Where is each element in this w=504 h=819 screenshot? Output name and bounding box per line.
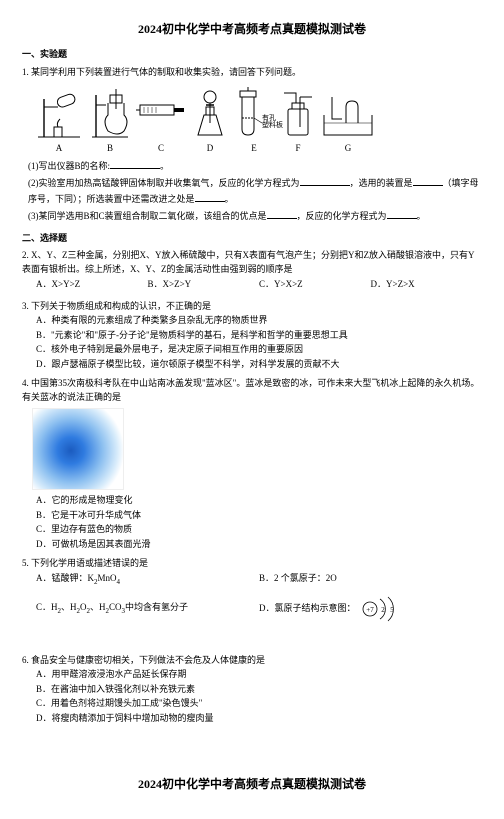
question-3: 3. 下列关于物质组成和构成的认识，不正确的是 A．种类有限的元素组成了种类繁多… — [22, 300, 482, 372]
q5-c-7: 、H — [90, 602, 106, 612]
q4-opt-c: C．里边存有蓝色的物质 — [36, 523, 482, 537]
question-5: 5. 下列化学用语或描述错误的是 A．锰酸钾：K2MnO4 B．2 个氯原子：2… — [22, 557, 482, 624]
q5-opt-b: B．2 个氯原子：2O — [259, 572, 482, 586]
q5-c-9: CO — [109, 602, 122, 612]
section-2-title: 二、选择题 — [22, 232, 482, 246]
apparatus-e-annot: 有孔 塑料板 — [262, 115, 283, 129]
question-6: 6. 食品安全与健康密切相关，下列做法不会危及人体健康的是 A．用甲醛溶液浸泡水… — [22, 654, 482, 726]
q1-sub2-d: 。 — [225, 194, 234, 204]
atom-structure-icon: +7 2 5 — [360, 595, 400, 623]
apparatus-a: A — [32, 85, 86, 156]
q5-opt-d: D．氯原子结构示意图： +7 2 5 — [259, 595, 482, 623]
blank — [413, 175, 443, 186]
apparatus-c: C — [134, 85, 188, 156]
question-4: 4. 中国第35次南极科考队在中山站南冰盖发现"蓝冰区"。蓝冰是致密的冰，可作未… — [22, 377, 482, 551]
apparatus-d-label: D — [207, 142, 214, 156]
q1-sub2-b: ，选用的装置是 — [350, 178, 413, 188]
q6-opt-d: D．将瘦肉精添加于饲料中增加动物的瘦肉量 — [36, 712, 482, 726]
q1-sub3: (3)某同学选用B和C装置组合制取二氧化碳，该组合的优点是 ，反应的化学方程式为 。 — [28, 208, 482, 224]
q1-sub3-c: 。 — [417, 211, 426, 221]
q4-opt-b: B．它是干冰可升华成气体 — [36, 509, 482, 523]
q5-c-1: C．H — [36, 602, 58, 612]
blank — [387, 208, 417, 219]
q2-opt-b: B．X>Z>Y — [148, 278, 260, 292]
q6-stem: 6. 食品安全与健康密切相关，下列做法不会危及人体健康的是 — [22, 654, 482, 668]
q1-sub1-a: (1)写出仪器B的名称: — [28, 161, 110, 171]
q5-c-3: 、H — [61, 602, 77, 612]
q1-sub3-b: ，反应的化学方程式为 — [297, 211, 387, 221]
q1-stem: 1. 某同学利用下列装置进行气体的制取和收集实验，请回答下列问题。 — [22, 66, 482, 80]
apparatus-c-label: C — [158, 142, 164, 156]
apparatus-g-label: G — [345, 142, 352, 156]
q2-opt-d: D．Y>Z>X — [371, 278, 483, 292]
q6-opt-c: C．用着色剂将过期馒头加工成"染色馒头" — [36, 697, 482, 711]
apparatus-g: G — [320, 85, 376, 156]
blank — [300, 175, 350, 186]
q1-sub2: (2)实验室用加热高锰酸钾固体制取并收集氧气，反应的化学方程式为，选用的装置是（… — [28, 175, 482, 206]
q5-c-11: 中均含有氢分子 — [125, 602, 188, 612]
q2-opt-a: A．X>Y>Z — [36, 278, 148, 292]
apparatus-f-label: F — [295, 142, 300, 156]
apparatus-e-label: E — [251, 142, 257, 156]
question-1: 1. 某同学利用下列装置进行气体的制取和收集实验，请回答下列问题。 A — [22, 66, 482, 224]
blue-ice-image — [32, 408, 124, 490]
svg-text:+7: +7 — [366, 606, 374, 614]
apparatus-e: 有孔 塑料板 E — [232, 85, 276, 156]
q5-a-s2: 4 — [117, 577, 121, 585]
question-2: 2. X、Y、Z三种金属，分别把X、Y放入稀硫酸中，只有X表面有气泡产生；分别把… — [22, 249, 482, 294]
q1-sub2-a: (2)实验室用加热高锰酸钾固体制取并收集氧气，反应的化学方程式为 — [28, 178, 300, 188]
apparatus-d: D — [190, 85, 230, 156]
page-header: 2024初中化学中考高频考点真题模拟测试卷 — [22, 20, 482, 38]
q4-opt-a: A．它的形成是物理变化 — [36, 494, 482, 508]
q4-opt-d: D．可做机场是因其表面光滑 — [36, 538, 482, 552]
apparatus-f: F — [278, 85, 318, 156]
section-1-title: 一、实验题 — [22, 48, 482, 62]
blank — [195, 191, 225, 202]
apparatus-b: B — [88, 85, 132, 156]
q6-opt-a: A．用甲醛溶液浸泡水产品延长保存期 — [36, 668, 482, 682]
apparatus-b-label: B — [107, 142, 113, 156]
q1-sub1-b: 。 — [160, 161, 169, 171]
q2-opt-c: C．Y>X>Z — [259, 278, 371, 292]
q3-opt-c: C．核外电子特别是最外层电子，是决定原子间相互作用的重要原因 — [36, 343, 482, 357]
apparatus-figure: A B C — [32, 85, 482, 156]
q5-opt-c: C．H2、H2O2、H2CO3中均含有氢分子 — [36, 601, 259, 616]
apparatus-a-label: A — [56, 142, 63, 156]
svg-text:2: 2 — [381, 606, 385, 614]
q3-opt-a: A．种类有限的元素组成了种类繁多且杂乱无序的物质世界 — [36, 314, 482, 328]
q3-opt-b: B．"元素论"和"原子-分子论"是物质科学的基石，是科学和哲学的重要思想工具 — [36, 329, 482, 343]
svg-text:5: 5 — [390, 606, 394, 614]
q5-stem: 5. 下列化学用语或描述错误的是 — [22, 557, 482, 571]
q5-d-text: D．氯原子结构示意图： — [259, 602, 356, 616]
q4-stem: 4. 中国第35次南极科考队在中山站南冰盖发现"蓝冰区"。蓝冰是致密的冰，可作未… — [22, 377, 482, 404]
q5-a-pre: A．锰酸钾：K — [36, 573, 94, 583]
blank — [110, 158, 160, 169]
blank — [267, 208, 297, 219]
q6-opt-b: B．在酱油中加入铁强化剂以补充铁元素 — [36, 683, 482, 697]
q3-opt-d: D．跟卢瑟福原子模型比较，道尔顿原子模型不科学，对科学发展的贡献不大 — [36, 358, 482, 372]
q1-sub3-a: (3)某同学选用B和C装置组合制取二氧化碳，该组合的优点是 — [28, 211, 267, 221]
q3-stem: 3. 下列关于物质组成和构成的认识，不正确的是 — [22, 300, 482, 314]
q5-a-mid: MnO — [98, 573, 117, 583]
page-footer: 2024初中化学中考高频考点真题模拟测试卷 — [22, 775, 482, 793]
q1-sub1: (1)写出仪器B的名称: 。 — [28, 158, 482, 174]
q5-opt-a: A．锰酸钾：K2MnO4 — [36, 572, 259, 587]
q2-stem: 2. X、Y、Z三种金属，分别把X、Y放入稀硫酸中，只有X表面有气泡产生；分别把… — [22, 249, 482, 276]
